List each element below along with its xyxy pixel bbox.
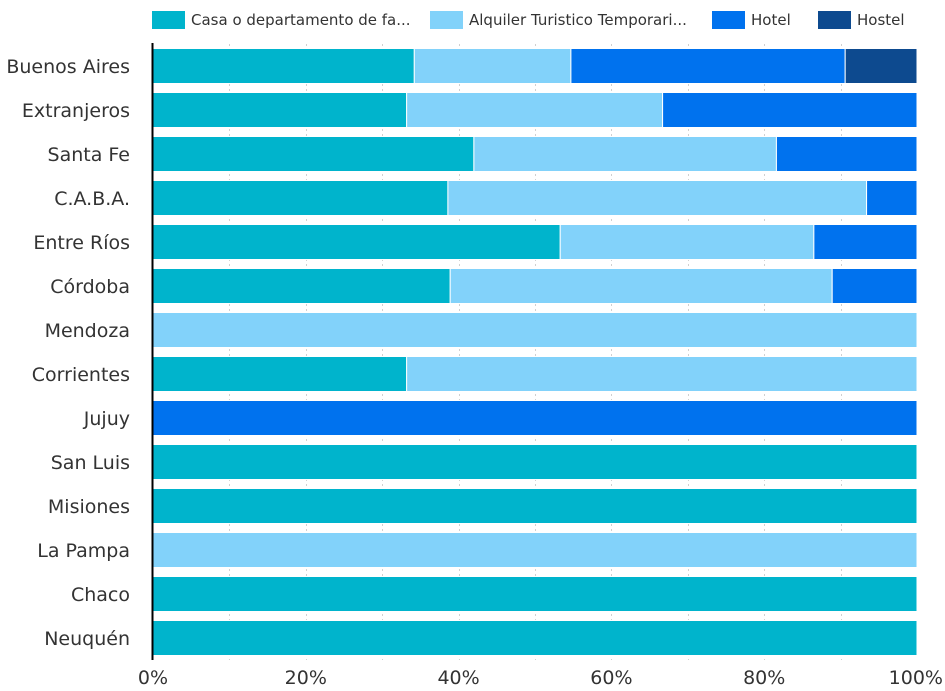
category-label: Chaco — [71, 584, 130, 606]
bar-segment[interactable] — [448, 181, 867, 216]
bar-segment[interactable] — [153, 533, 917, 568]
category-label: Misiones — [48, 496, 130, 518]
bars — [153, 49, 917, 656]
category-label: Buenos Aires — [6, 56, 130, 78]
bar-segment[interactable] — [153, 621, 917, 656]
bar-segment[interactable] — [474, 137, 777, 172]
x-tick-label: 60% — [590, 667, 632, 689]
category-labels: Buenos Aires Extranjeros Santa Fe C.A.B.A. E… — [6, 56, 130, 650]
bar-segment[interactable] — [153, 445, 917, 480]
bar-segment[interactable] — [776, 137, 917, 172]
category-label: San Luis — [51, 452, 130, 474]
category-label: Neuquén — [44, 628, 130, 650]
category-label: Entre Ríos — [33, 232, 130, 254]
category-label: Córdoba — [50, 276, 130, 298]
x-tick-label: 20% — [285, 667, 327, 689]
bar-segment[interactable] — [407, 93, 663, 128]
bar-segment[interactable] — [153, 313, 917, 348]
x-tick-label: 80% — [743, 667, 785, 689]
bar-segment[interactable] — [153, 137, 474, 172]
category-label: Santa Fe — [48, 144, 130, 166]
category-label: Jujuy — [83, 408, 130, 430]
bar-segment[interactable] — [153, 577, 917, 612]
bar-segment[interactable] — [153, 93, 407, 128]
bar-segment[interactable] — [153, 269, 450, 304]
x-tick-label: 100% — [889, 667, 943, 689]
category-label: La Pampa — [37, 540, 130, 562]
bar-segment[interactable] — [153, 401, 917, 436]
bar-segment[interactable] — [153, 181, 448, 216]
bar-segment[interactable] — [867, 181, 917, 216]
category-label: Corrientes — [32, 364, 130, 386]
category-label: Extranjeros — [22, 100, 130, 122]
bar-segment[interactable] — [571, 49, 845, 84]
bar-segment[interactable] — [450, 269, 832, 304]
x-tick-label: 0% — [138, 667, 168, 689]
bar-segment[interactable] — [814, 225, 917, 260]
bar-segment[interactable] — [407, 357, 917, 392]
bar-segment[interactable] — [663, 93, 917, 128]
x-tick-label: 40% — [437, 667, 479, 689]
bar-segment[interactable] — [153, 49, 414, 84]
bar-segment[interactable] — [832, 269, 917, 304]
bar-segment[interactable] — [153, 489, 917, 524]
bar-segment[interactable] — [153, 225, 560, 260]
bar-segment[interactable] — [414, 49, 571, 84]
bar-segment[interactable] — [845, 49, 917, 84]
bar-segment[interactable] — [560, 225, 814, 260]
bar-segment[interactable] — [153, 357, 407, 392]
category-label: C.A.B.A. — [54, 188, 130, 210]
x-tick-labels: 0% 20% 40% 60% 80% 100% — [138, 667, 943, 689]
category-label: Mendoza — [45, 320, 130, 342]
